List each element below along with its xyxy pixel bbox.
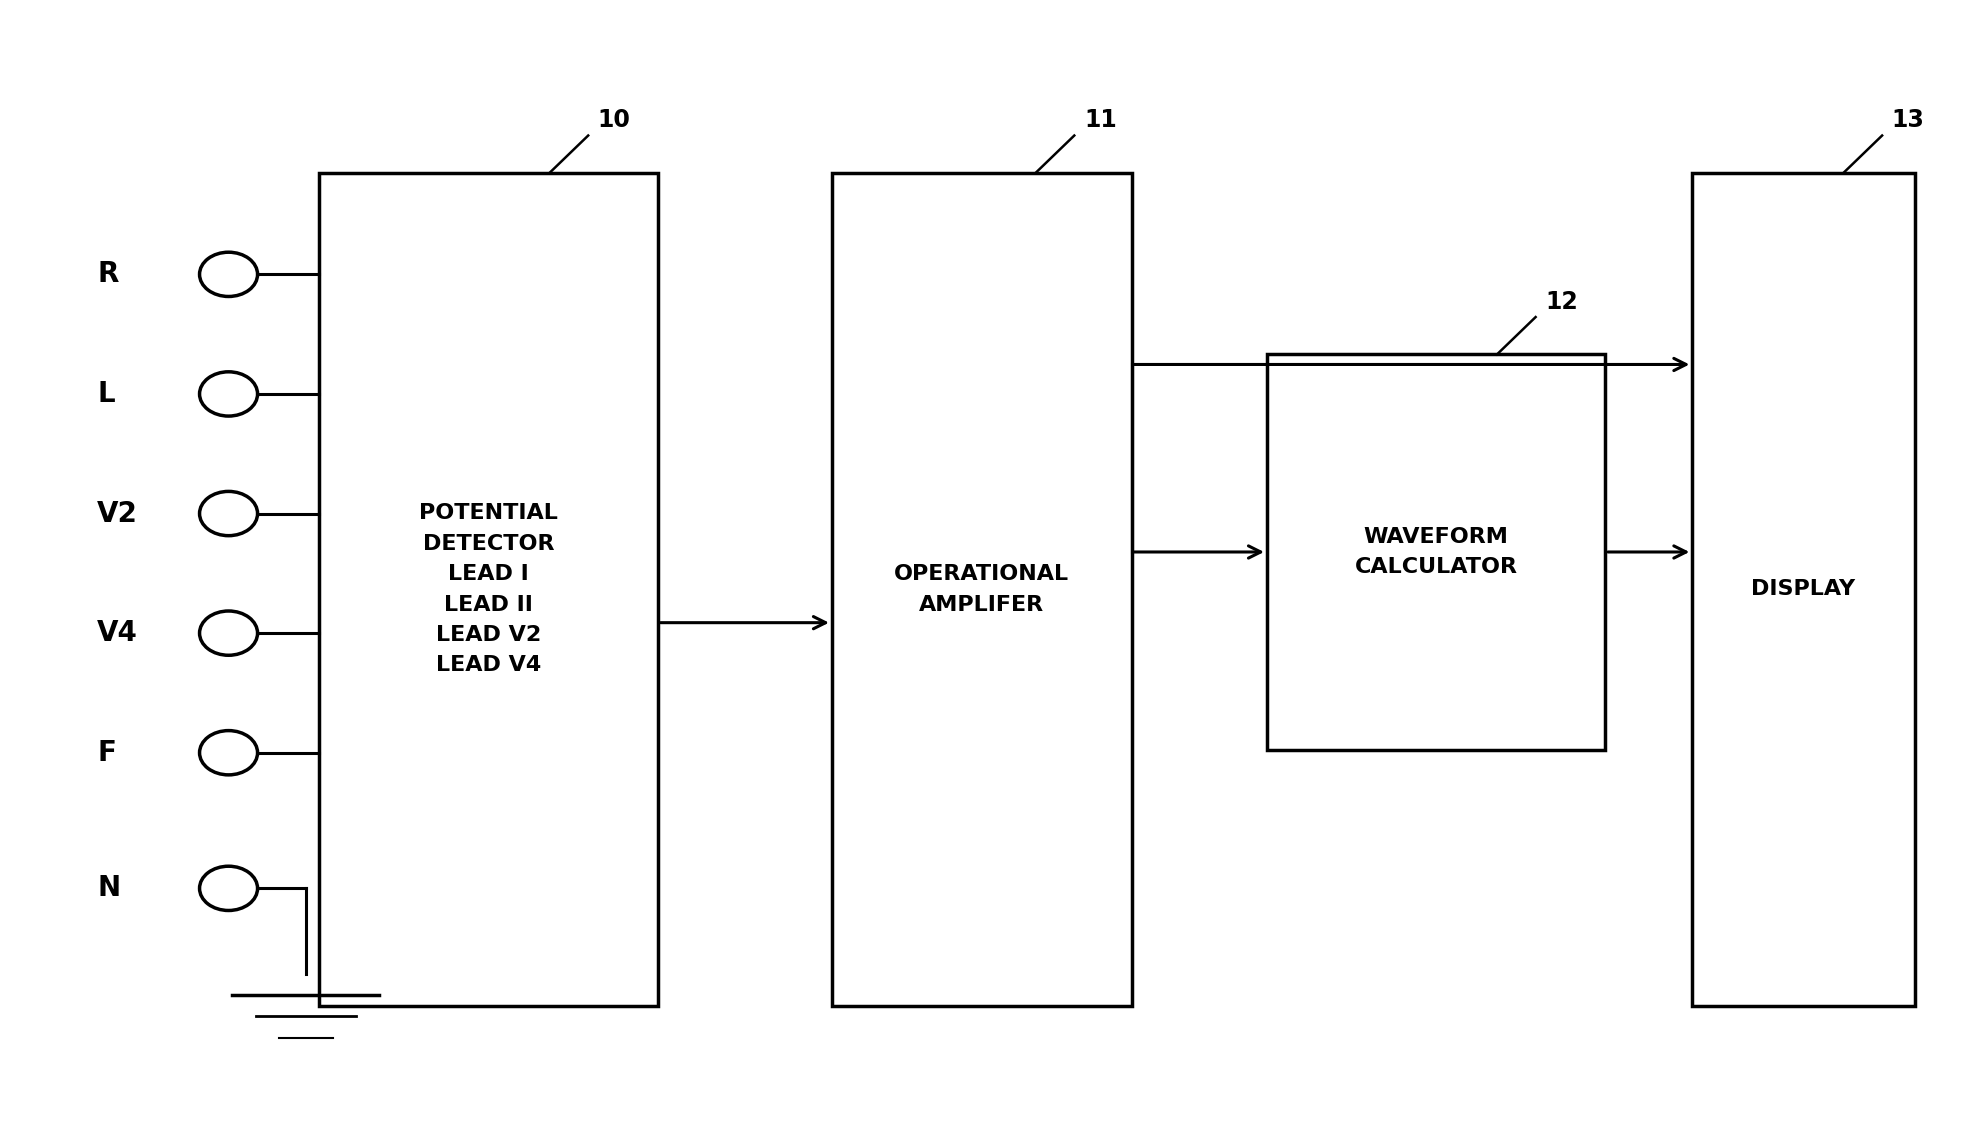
Bar (1693, 173, 1914, 1005)
Text: N: N (97, 875, 120, 902)
Text: V4: V4 (97, 619, 138, 648)
Text: POTENTIAL
DETECTOR
LEAD I
LEAD II
LEAD V2
LEAD V4: POTENTIAL DETECTOR LEAD I LEAD II LEAD V… (418, 503, 558, 676)
Ellipse shape (199, 371, 258, 416)
Text: WAVEFORM
CALCULATOR: WAVEFORM CALCULATOR (1355, 527, 1517, 577)
Text: L: L (97, 379, 114, 408)
Text: 13: 13 (1892, 108, 1924, 132)
Ellipse shape (199, 611, 258, 655)
Bar (1267, 354, 1606, 750)
Ellipse shape (199, 252, 258, 296)
Ellipse shape (199, 730, 258, 775)
Ellipse shape (199, 492, 258, 536)
Text: 10: 10 (598, 108, 631, 132)
Text: OPERATIONAL
AMPLIFER: OPERATIONAL AMPLIFER (894, 565, 1069, 615)
Text: V2: V2 (97, 500, 138, 527)
Bar (833, 173, 1133, 1005)
Text: R: R (97, 260, 118, 289)
Text: DISPLAY: DISPLAY (1752, 579, 1855, 600)
Ellipse shape (199, 867, 258, 910)
Bar (320, 173, 657, 1005)
Text: 11: 11 (1083, 108, 1117, 132)
Text: 12: 12 (1545, 290, 1578, 314)
Text: F: F (97, 738, 116, 767)
